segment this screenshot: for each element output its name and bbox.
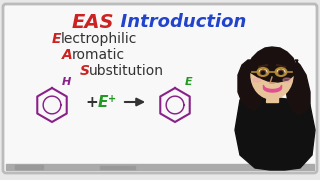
- Ellipse shape: [276, 69, 285, 75]
- Text: +: +: [85, 94, 98, 109]
- Ellipse shape: [259, 69, 268, 75]
- Text: Introduction: Introduction: [108, 13, 246, 31]
- Text: lectrophilic: lectrophilic: [61, 32, 137, 46]
- Text: romatic: romatic: [72, 48, 125, 62]
- Text: E: E: [52, 32, 61, 46]
- Polygon shape: [235, 98, 315, 170]
- Ellipse shape: [253, 78, 261, 82]
- Circle shape: [260, 70, 266, 76]
- Text: E: E: [98, 94, 108, 109]
- Polygon shape: [238, 60, 265, 110]
- Bar: [100, 166, 135, 169]
- Circle shape: [278, 70, 284, 76]
- Ellipse shape: [251, 51, 293, 99]
- Text: S: S: [80, 64, 90, 78]
- Ellipse shape: [283, 78, 291, 82]
- Text: E: E: [185, 77, 193, 87]
- Text: EAS: EAS: [72, 13, 115, 32]
- Text: +: +: [108, 94, 116, 104]
- Text: ubstitution: ubstitution: [89, 64, 164, 78]
- Circle shape: [261, 71, 265, 75]
- Text: A: A: [62, 48, 73, 62]
- Polygon shape: [249, 47, 296, 82]
- Circle shape: [279, 71, 283, 75]
- Polygon shape: [286, 60, 310, 115]
- Bar: [6, 164, 314, 170]
- FancyBboxPatch shape: [3, 4, 317, 173]
- Text: H: H: [62, 77, 71, 87]
- Polygon shape: [266, 92, 278, 102]
- Bar: [15, 165, 43, 169]
